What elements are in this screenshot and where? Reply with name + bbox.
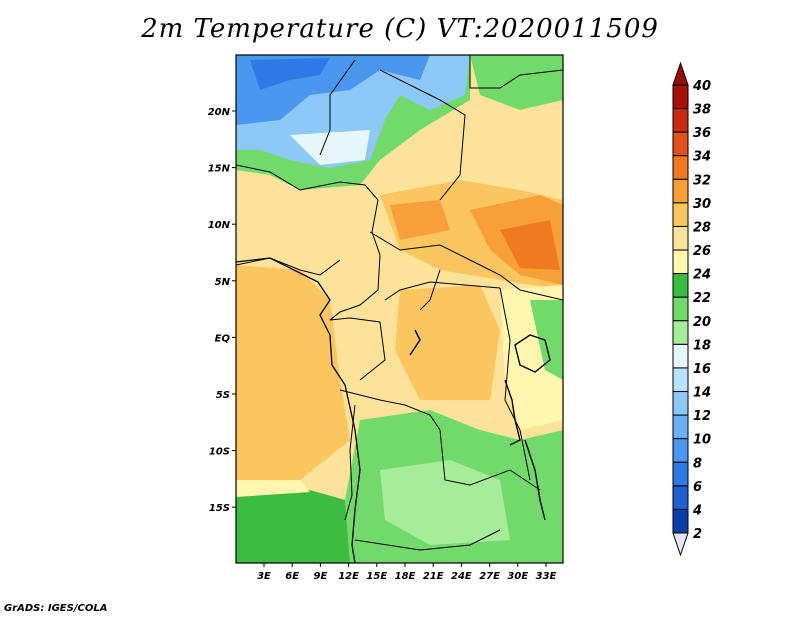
colorbar-box bbox=[672, 485, 689, 510]
lat-tick-label: 10S bbox=[209, 447, 230, 458]
colorbar-label: 6 bbox=[693, 480, 702, 495]
lat-tick-label: 15S bbox=[209, 503, 230, 514]
colorbar-box bbox=[672, 249, 689, 275]
colorbar-label: 22 bbox=[693, 291, 711, 306]
colorbar-box bbox=[672, 343, 689, 369]
colorbar-label: 10 bbox=[693, 433, 711, 448]
colorbar-box bbox=[672, 508, 689, 534]
chart-title: 2m Temperature (C) VT:2020011509 bbox=[141, 14, 659, 44]
colorbar-label: 34 bbox=[693, 150, 711, 165]
colorbar-label: 18 bbox=[693, 338, 711, 353]
colorbar-box bbox=[672, 461, 689, 487]
lat-tick-label: 5N bbox=[215, 277, 231, 288]
colorbar-box bbox=[672, 391, 689, 416]
colorbar-label: 28 bbox=[693, 220, 711, 235]
lon-tick-label: 9E bbox=[314, 571, 328, 582]
lat-tick-label: EQ bbox=[215, 333, 231, 344]
colorbar-box bbox=[672, 108, 689, 133]
lat-tick-label: 20N bbox=[208, 107, 231, 118]
colorbar-box bbox=[672, 202, 689, 227]
colorbar-box bbox=[672, 367, 689, 393]
colorbar-label: 32 bbox=[693, 173, 711, 188]
colorbar-label: 4 bbox=[692, 503, 702, 518]
colorbar-label: 40 bbox=[692, 79, 711, 94]
temperature-field bbox=[236, 55, 563, 563]
colorbar-label: 26 bbox=[693, 244, 711, 259]
colorbar-label: 36 bbox=[693, 126, 711, 141]
colorbar-label: 12 bbox=[693, 409, 711, 424]
lat-tick-label: 10N bbox=[208, 220, 231, 231]
lon-tick-label: 12E bbox=[338, 571, 359, 582]
colorbar-box bbox=[672, 273, 689, 298]
colorbar-label: 30 bbox=[693, 197, 711, 212]
map-frame bbox=[235, 54, 564, 564]
colorbar-label: 8 bbox=[693, 456, 702, 471]
colorbar-label: 24 bbox=[693, 268, 711, 283]
lat-tick-label: 5S bbox=[216, 390, 230, 401]
colorbar-over-arrow bbox=[672, 61, 689, 86]
colorbar-box bbox=[672, 131, 689, 157]
coastline bbox=[235, 257, 361, 564]
lon-tick-label: 15E bbox=[366, 571, 387, 582]
colorbar-box bbox=[672, 296, 689, 322]
country-boundaries bbox=[236, 55, 563, 551]
colorbar-box bbox=[672, 414, 689, 440]
colorbar-box bbox=[672, 155, 689, 180]
lon-tick-label: 33E bbox=[536, 571, 557, 582]
lon-tick-label: 27E bbox=[479, 571, 500, 582]
colorbar-label: 2 bbox=[693, 527, 702, 542]
colorbar-label: 38 bbox=[693, 103, 711, 118]
lat-tick-label: 15N bbox=[208, 164, 231, 175]
colorbar-box bbox=[672, 178, 689, 204]
colorbar-box bbox=[672, 320, 689, 345]
colorbar-box bbox=[672, 225, 689, 251]
lon-tick-label: 6E bbox=[285, 571, 299, 582]
lon-tick-label: 3E bbox=[257, 571, 271, 582]
colorbar-box bbox=[672, 438, 689, 463]
great-lakes bbox=[409, 329, 551, 521]
colorbar-under-arrow bbox=[672, 532, 689, 557]
longitude-axis: 3E 6E 9E 12E 15E 18E 21E 24E 27E 30E 33E bbox=[257, 563, 557, 582]
colorbar-box bbox=[672, 84, 689, 110]
lon-tick-label: 18E bbox=[395, 571, 416, 582]
colorbar-label: 14 bbox=[693, 386, 711, 401]
lon-tick-label: 24E bbox=[451, 571, 472, 582]
lon-tick-label: 30E bbox=[507, 571, 528, 582]
latitude-axis: 20N 15N 10N 5N EQ 5S 10S 15S bbox=[208, 107, 236, 514]
colorbar-label: 16 bbox=[693, 362, 711, 377]
lon-tick-label: 21E bbox=[423, 571, 444, 582]
footer-credit: GrADS: IGES/COLA bbox=[4, 603, 108, 614]
colorbar-label: 20 bbox=[693, 315, 711, 330]
